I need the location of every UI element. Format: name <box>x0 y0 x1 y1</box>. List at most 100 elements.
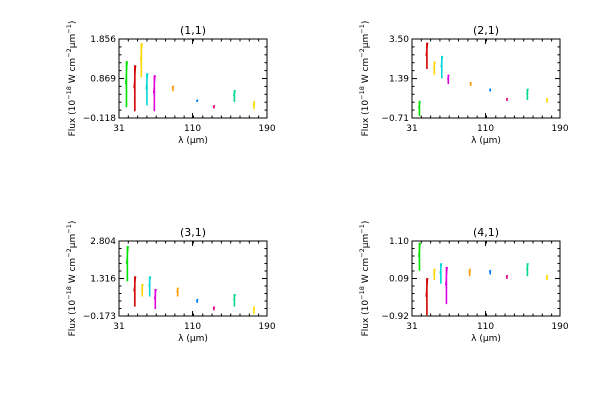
data-segment-detail <box>153 288 157 300</box>
y-axis-label-superscript: −1 <box>358 24 366 34</box>
panel-title: (4,1) <box>473 226 499 239</box>
x-axis-label-part: λ ( <box>178 136 190 146</box>
x-axis-label-part: μ <box>190 334 196 344</box>
data-segment-detail <box>440 55 444 68</box>
data-segment-detail <box>252 101 256 106</box>
y-axis-label-part: W cm <box>361 58 371 86</box>
y-axis-label-superscript: −18 <box>358 286 366 300</box>
x-axis-label-part: λ ( <box>178 334 190 344</box>
y-axis-label: Flux (10−18 W cm−2μm−1) <box>65 221 78 337</box>
data-segment-detail <box>171 85 175 89</box>
x-axis-label-part: m) <box>489 334 501 344</box>
data-segment-detail <box>252 306 256 311</box>
data-segment-detail <box>469 81 472 85</box>
data-segment-detail <box>545 97 549 101</box>
data-segment-detail <box>125 246 129 264</box>
y-axis-label-superscript: −18 <box>65 286 73 300</box>
y-axis-label-superscript: −2 <box>65 248 73 258</box>
data-segment-detail <box>446 74 450 80</box>
y-axis-label-superscript: −2 <box>65 48 73 58</box>
panel-title: (3,1) <box>180 226 206 239</box>
y-tick-label: 2.804 <box>90 237 116 247</box>
data-segment-detail <box>124 61 128 85</box>
x-tick-label: 190 <box>258 124 275 134</box>
data-segment-detail <box>232 293 236 301</box>
y-axis-label-superscript: −1 <box>65 224 73 234</box>
y-axis-label-superscript: −1 <box>358 224 366 234</box>
data-segment-detail <box>152 75 156 94</box>
y-axis-label-part: μm <box>68 234 78 249</box>
data-segment-detail <box>145 73 149 90</box>
y-axis-label-part: Flux (10 <box>361 100 371 137</box>
x-tick-label: 31 <box>406 322 417 332</box>
panel-4: (4,1)31 110 190−0.920.091.10λ (μm)Flux (10… <box>358 221 569 344</box>
x-axis-label: λ (μm) <box>178 136 208 146</box>
y-tick-label: 3.50 <box>389 35 409 45</box>
y-tick-label: 1.10 <box>389 237 409 247</box>
x-tick-label: 190 <box>258 322 275 332</box>
x-tick-label: 190 <box>551 124 568 134</box>
plot-frame <box>411 38 561 119</box>
data-segment-detail <box>195 99 199 102</box>
y-tick-label: −0.118 <box>83 114 117 124</box>
data-segment-detail <box>133 276 137 292</box>
x-tick-label: 110 <box>184 124 201 134</box>
plot-frame <box>118 240 268 317</box>
data-segment-detail <box>468 268 472 273</box>
x-tick-label: 110 <box>184 322 201 332</box>
y-axis-label-part: ) <box>361 21 371 25</box>
y-axis-label-part: ) <box>68 21 78 25</box>
data-segment-detail <box>417 100 421 109</box>
y-axis-label-superscript: −1 <box>65 24 73 34</box>
x-axis-label-part: m) <box>489 136 501 146</box>
data-segment-detail <box>212 104 216 108</box>
data-segment-detail <box>488 88 492 91</box>
data-segment-detail <box>417 242 421 257</box>
x-axis-label-part: m) <box>196 334 208 344</box>
data-segment-detail <box>212 306 216 309</box>
data-segment-detail <box>140 283 144 291</box>
x-axis-label-part: λ ( <box>471 334 483 344</box>
data-segment-detail <box>425 278 429 297</box>
y-axis-label-part: ) <box>361 221 371 225</box>
y-tick-label: 0.869 <box>90 75 116 85</box>
x-tick-label: 31 <box>113 124 124 134</box>
y-tick-label: 1.316 <box>90 274 116 284</box>
y-axis-label: Flux (10−18 W cm−2μm−1) <box>358 221 371 337</box>
data-segment-detail <box>425 42 429 56</box>
y-axis-label-part: Flux (10 <box>361 300 371 337</box>
data-segment-detail <box>505 97 509 100</box>
x-axis-label-part: μ <box>190 136 196 146</box>
y-axis-label-part: W cm <box>361 258 371 286</box>
y-axis-label-part: μm <box>361 234 371 249</box>
data-segment-detail <box>133 65 137 89</box>
y-tick-label: 1.856 <box>90 35 116 45</box>
y-tick-label: −0.173 <box>83 312 116 322</box>
y-axis-label-part: μm <box>361 34 371 49</box>
y-axis-label-superscript: −2 <box>358 248 366 258</box>
x-axis-label-part: λ ( <box>471 136 483 146</box>
y-axis-label-part: ) <box>68 221 78 225</box>
y-tick-label: −0.92 <box>381 312 409 322</box>
x-axis-label-part: m) <box>196 136 208 146</box>
y-axis-label-part: W cm <box>68 58 78 86</box>
y-tick-label: 0.09 <box>389 275 409 285</box>
x-tick-label: 31 <box>113 322 124 332</box>
panel-title: (2,1) <box>473 24 499 37</box>
data-segment-detail <box>232 89 236 97</box>
y-axis-label-part: Flux (10 <box>68 300 78 337</box>
y-axis-label-part: Flux (10 <box>68 100 78 137</box>
panel-2: (2,1)31 110 190−0.711.393.50λ (μm)Flux (10… <box>358 21 569 146</box>
data-segment-detail <box>545 274 549 278</box>
x-tick-label: 31 <box>406 124 417 134</box>
data-segment-detail <box>176 287 180 293</box>
x-axis-label: λ (μm) <box>471 136 501 146</box>
data-segment-detail <box>195 298 199 302</box>
data-segment-detail <box>432 268 436 275</box>
y-axis-label-superscript: −18 <box>65 86 73 100</box>
y-axis-label-superscript: −18 <box>358 86 366 100</box>
x-tick-label: 190 <box>551 322 568 332</box>
y-axis-label-part: W cm <box>68 258 78 286</box>
